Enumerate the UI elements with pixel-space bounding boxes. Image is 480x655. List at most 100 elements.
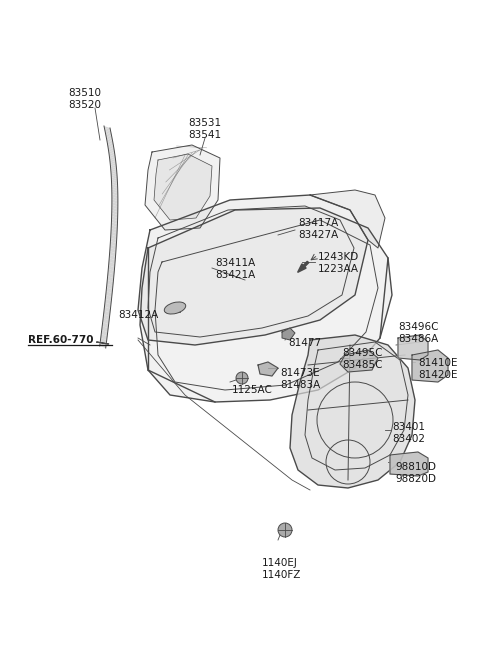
Polygon shape (108, 262, 115, 267)
Polygon shape (101, 330, 108, 336)
Polygon shape (111, 219, 118, 224)
Polygon shape (105, 299, 111, 305)
Polygon shape (106, 138, 113, 141)
Polygon shape (112, 191, 118, 196)
Polygon shape (154, 154, 212, 220)
Polygon shape (103, 318, 109, 324)
Polygon shape (110, 248, 116, 253)
Polygon shape (110, 244, 116, 250)
Polygon shape (111, 179, 118, 183)
Polygon shape (102, 326, 108, 332)
Polygon shape (110, 241, 117, 246)
Polygon shape (109, 255, 116, 260)
Text: REF.60-770: REF.60-770 (28, 335, 94, 345)
Polygon shape (108, 276, 114, 282)
Polygon shape (111, 170, 117, 175)
Polygon shape (145, 145, 220, 230)
Polygon shape (112, 199, 118, 204)
Polygon shape (140, 208, 392, 402)
Ellipse shape (164, 302, 186, 314)
Polygon shape (104, 126, 110, 130)
Polygon shape (310, 190, 385, 248)
Polygon shape (112, 196, 118, 201)
Polygon shape (104, 310, 110, 316)
Polygon shape (106, 134, 112, 138)
Text: 98810D
98820D: 98810D 98820D (395, 462, 436, 483)
Polygon shape (105, 132, 112, 136)
Text: 83412A: 83412A (118, 310, 158, 320)
Text: 83531
83541: 83531 83541 (188, 118, 221, 140)
Polygon shape (110, 166, 117, 170)
Polygon shape (96, 342, 108, 344)
Polygon shape (110, 164, 117, 168)
Polygon shape (104, 128, 111, 131)
Text: 1125AC: 1125AC (232, 385, 273, 395)
Polygon shape (105, 295, 112, 301)
Polygon shape (100, 342, 106, 348)
Polygon shape (112, 210, 118, 215)
Polygon shape (109, 153, 115, 157)
Polygon shape (108, 149, 115, 153)
Polygon shape (112, 194, 118, 198)
Polygon shape (106, 288, 112, 293)
Polygon shape (107, 280, 113, 286)
Polygon shape (112, 187, 118, 191)
Polygon shape (111, 222, 118, 227)
Polygon shape (340, 350, 378, 372)
Polygon shape (111, 216, 118, 221)
Polygon shape (108, 265, 115, 271)
Polygon shape (138, 195, 368, 345)
Polygon shape (108, 151, 115, 155)
Polygon shape (109, 157, 116, 160)
Polygon shape (112, 204, 118, 210)
Text: 1243KD
1223AA: 1243KD 1223AA (318, 252, 359, 274)
Polygon shape (112, 189, 118, 193)
Polygon shape (282, 328, 295, 340)
Polygon shape (111, 234, 117, 240)
Polygon shape (258, 362, 278, 376)
Text: 83496C
83486A: 83496C 83486A (398, 322, 439, 344)
Polygon shape (106, 291, 112, 297)
Text: 83510
83520: 83510 83520 (68, 88, 101, 109)
Text: 83417A
83427A: 83417A 83427A (298, 218, 338, 240)
Polygon shape (110, 238, 117, 243)
Circle shape (236, 372, 248, 384)
Polygon shape (107, 141, 113, 144)
Text: 81473E
81483A: 81473E 81483A (280, 368, 320, 390)
Polygon shape (398, 335, 428, 360)
Polygon shape (109, 159, 116, 162)
Polygon shape (105, 129, 111, 133)
Polygon shape (112, 213, 118, 218)
Text: 83401
83402: 83401 83402 (392, 422, 425, 443)
Polygon shape (107, 142, 113, 146)
Polygon shape (109, 155, 115, 159)
Polygon shape (390, 452, 428, 476)
Text: 83495C
83485C: 83495C 83485C (342, 348, 383, 369)
Polygon shape (112, 208, 118, 212)
Text: 83411A
83421A: 83411A 83421A (215, 258, 255, 280)
Polygon shape (102, 322, 108, 328)
Polygon shape (108, 147, 114, 151)
Polygon shape (109, 258, 115, 264)
Polygon shape (112, 184, 118, 189)
Polygon shape (105, 131, 111, 134)
Polygon shape (111, 173, 117, 177)
Polygon shape (412, 350, 448, 382)
Polygon shape (111, 168, 117, 172)
Polygon shape (111, 175, 117, 179)
Polygon shape (290, 335, 415, 488)
Polygon shape (107, 284, 113, 290)
Polygon shape (100, 338, 107, 344)
Polygon shape (111, 177, 118, 181)
Polygon shape (107, 139, 113, 143)
Polygon shape (110, 160, 116, 164)
Polygon shape (111, 181, 118, 186)
Text: 81410E
81420E: 81410E 81420E (418, 358, 457, 380)
Text: 81477: 81477 (288, 338, 321, 348)
Polygon shape (108, 272, 114, 278)
Circle shape (278, 523, 292, 537)
Polygon shape (111, 231, 117, 236)
FancyArrow shape (298, 261, 309, 272)
Text: 1140EJ
1140FZ: 1140EJ 1140FZ (262, 558, 301, 580)
Polygon shape (109, 252, 116, 257)
